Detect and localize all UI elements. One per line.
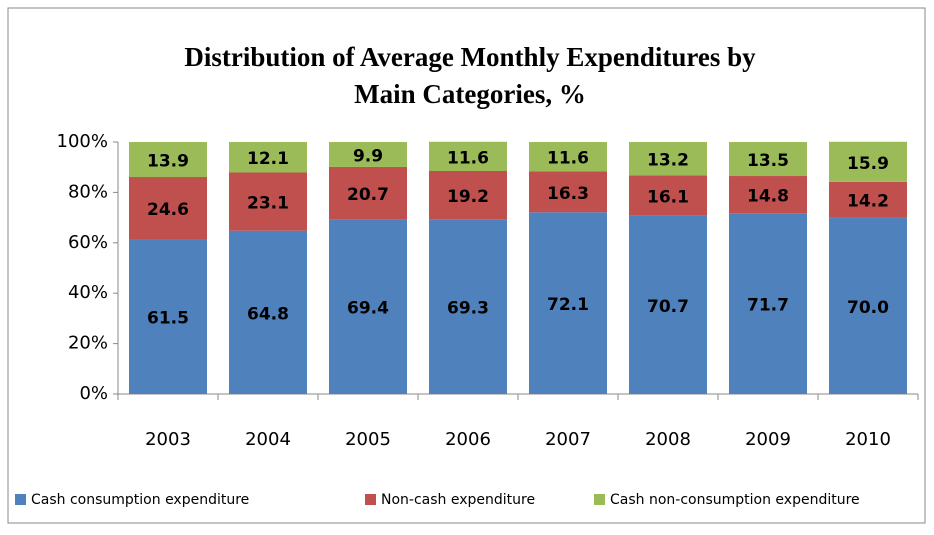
data-label: 20.7 <box>347 185 389 205</box>
bar-segment <box>429 141 507 171</box>
x-tick-label: 2010 <box>845 429 891 450</box>
bar-segment <box>129 239 207 394</box>
bar-segment <box>429 170 507 220</box>
data-label: 14.8 <box>747 187 789 207</box>
data-label: 24.6 <box>147 200 189 220</box>
data-label: 70.0 <box>847 298 889 318</box>
bar-segment <box>829 217 907 394</box>
data-label: 14.2 <box>847 192 889 212</box>
y-tick-label: 20% <box>68 333 108 354</box>
data-label: 11.6 <box>547 149 589 169</box>
bar-segment <box>429 219 507 394</box>
bar-segment <box>529 212 607 394</box>
bar-segment <box>629 175 707 216</box>
data-label: 11.6 <box>447 148 489 168</box>
data-label: 19.2 <box>447 187 489 207</box>
y-tick-label: 0% <box>79 383 108 404</box>
bar-segment <box>729 142 807 177</box>
bar-segment <box>229 230 307 394</box>
bar-segment <box>329 219 407 394</box>
legend-label: Cash consumption expenditure <box>31 492 249 508</box>
y-tick-label: 100% <box>57 131 108 152</box>
data-label: 69.4 <box>347 299 389 319</box>
data-label: 13.9 <box>147 152 189 172</box>
bar-segment <box>829 181 907 218</box>
x-tick-label: 2004 <box>245 429 291 450</box>
y-tick-label: 60% <box>68 232 108 253</box>
bar-segment <box>629 142 707 176</box>
data-label: 23.1 <box>247 194 289 214</box>
bar-segment <box>129 177 207 240</box>
legend-label: Non-cash expenditure <box>381 492 535 508</box>
data-label: 15.9 <box>847 154 889 174</box>
data-label: 71.7 <box>747 296 789 316</box>
bar-segment <box>529 171 607 213</box>
data-label: 61.5 <box>147 309 189 329</box>
bar-segment <box>729 213 807 394</box>
bar-segment <box>729 176 807 214</box>
legend-label: Cash non-consumption expenditure <box>610 492 860 508</box>
data-label: 72.1 <box>547 295 589 315</box>
data-label: 64.8 <box>247 304 289 324</box>
x-tick-label: 2003 <box>145 429 191 450</box>
chart-title: Distribution of Average Monthly Expendit… <box>184 42 756 72</box>
legend-swatch <box>15 494 26 505</box>
data-label: 69.3 <box>447 299 489 319</box>
y-tick-label: 40% <box>68 282 108 303</box>
data-label: 16.1 <box>647 188 689 208</box>
x-tick-label: 2007 <box>545 429 591 450</box>
data-label: 12.1 <box>247 149 289 169</box>
y-tick-label: 80% <box>68 181 108 202</box>
data-label: 9.9 <box>353 146 383 166</box>
data-label: 13.5 <box>747 151 789 171</box>
bar-segment <box>329 166 407 220</box>
chart-subtitle: Main Categories, % <box>354 79 586 109</box>
bar-segment <box>529 142 607 172</box>
bar-segment <box>829 141 907 182</box>
data-label: 16.3 <box>547 184 589 204</box>
bar-segment <box>229 142 307 173</box>
bar-segment <box>629 215 707 394</box>
bar-segment <box>329 142 407 167</box>
legend-swatch <box>594 494 605 505</box>
bar-segment <box>229 172 307 231</box>
legend-swatch <box>365 494 376 505</box>
x-tick-label: 2005 <box>345 429 391 450</box>
data-label: 13.2 <box>647 151 689 171</box>
data-label: 70.7 <box>647 297 689 317</box>
x-tick-label: 2008 <box>645 429 691 450</box>
x-tick-label: 2006 <box>445 429 491 450</box>
x-tick-label: 2009 <box>745 429 791 450</box>
bar-segment <box>129 142 207 178</box>
